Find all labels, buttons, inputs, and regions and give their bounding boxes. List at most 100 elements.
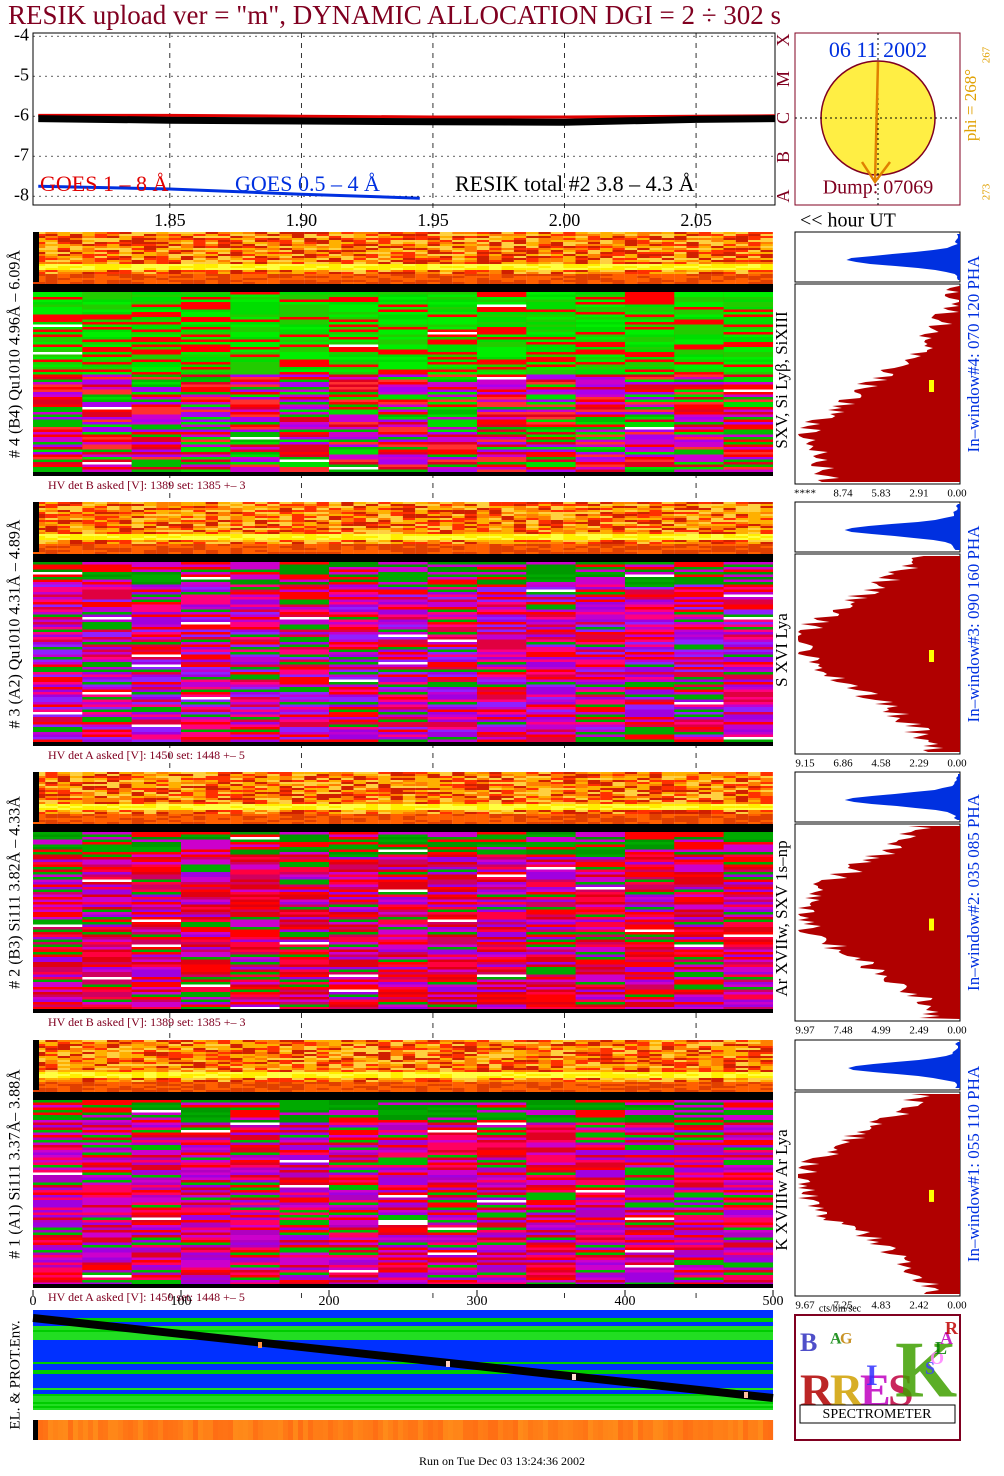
spectrum-cell xyxy=(180,347,231,350)
spectrum-cell xyxy=(304,506,317,508)
spectrum-cell xyxy=(328,422,379,425)
spectrum-cell xyxy=(279,387,330,390)
spectrum-cell xyxy=(760,530,773,532)
spectrum-cell xyxy=(230,544,243,546)
spectrum-cell xyxy=(513,250,527,252)
spectrum-cell xyxy=(427,342,478,345)
spectrum-cell xyxy=(464,266,477,268)
spectrum-cell xyxy=(723,334,774,338)
spectrum-cell xyxy=(131,250,145,252)
spectrum-cell xyxy=(230,679,280,683)
spectrum-cell xyxy=(279,629,330,633)
spectrum-cell xyxy=(328,712,379,715)
spectrum-cell xyxy=(464,258,477,260)
spectrum-cell xyxy=(205,532,219,534)
spectrum-cell xyxy=(452,548,465,550)
spectrum-cell xyxy=(415,514,428,516)
spectrum-cell xyxy=(106,264,120,266)
spectrum-cell xyxy=(378,304,428,308)
spectrum-cell xyxy=(587,538,601,540)
spectrum-cell xyxy=(365,538,379,540)
spectrum-cell xyxy=(674,504,687,506)
spectrum-cell xyxy=(427,719,478,723)
spectrum-cell xyxy=(476,359,527,363)
hist-tick-label: **** xyxy=(794,488,816,500)
spectrum-cell xyxy=(193,524,206,526)
spectrum-cell xyxy=(415,528,428,530)
spectrum-cell xyxy=(612,270,625,272)
spectrum-cell xyxy=(57,246,71,248)
spectrum-cell xyxy=(328,717,379,720)
spectrum-cell xyxy=(711,510,724,512)
spectrum-cell xyxy=(217,248,231,250)
spectrum-cell xyxy=(538,266,551,268)
spectrum-cell xyxy=(501,542,514,544)
spectrum-cell xyxy=(106,514,120,516)
spectrum-cell xyxy=(254,542,268,544)
spectrum-cell xyxy=(439,266,453,268)
spectrum-cell xyxy=(230,562,280,565)
spectrum-cell xyxy=(476,577,527,580)
spectrum-cell xyxy=(378,564,428,568)
spectrum-cell xyxy=(279,729,330,733)
spectrum-cell xyxy=(33,382,83,385)
spectrum-cell xyxy=(193,532,206,534)
spectrum-cell xyxy=(526,357,576,360)
spectrum-cell xyxy=(378,689,428,693)
spectrum-cell xyxy=(476,278,490,280)
spectrum-cell xyxy=(476,542,490,544)
spectrum-cell xyxy=(624,357,675,360)
spectrum-cell xyxy=(82,389,132,393)
spectrum-cell xyxy=(230,692,280,695)
spectrum-cell xyxy=(476,444,527,448)
spectrum-cell xyxy=(45,542,58,544)
spectrum-cell xyxy=(33,582,83,585)
spectrum-cell xyxy=(279,240,292,242)
spectrum-cell xyxy=(415,504,428,506)
spectrum-cell xyxy=(131,614,182,618)
spectrum-cell xyxy=(476,417,527,420)
spectrum-cell xyxy=(624,246,638,248)
spectrum-cell xyxy=(230,382,280,385)
spectrum-cell xyxy=(415,280,428,282)
spectrum-cell xyxy=(341,518,354,520)
spectrum-cell xyxy=(156,544,169,546)
spectrum-cell xyxy=(723,417,774,420)
spectrum-cell xyxy=(131,734,182,738)
spectrum-cell xyxy=(316,544,329,546)
spectrum-cell xyxy=(723,270,736,272)
spectrum-cell xyxy=(119,536,132,538)
spectrum-cell xyxy=(378,329,428,333)
spectrum-cell xyxy=(131,258,145,260)
spectrum-cell xyxy=(291,518,305,520)
spectrum-cell xyxy=(341,502,354,504)
spectrum-cell xyxy=(674,392,724,395)
spectrum-cell xyxy=(242,522,256,524)
spectrum-cell xyxy=(316,274,329,276)
spectrum-cell xyxy=(119,262,132,264)
spectrum-cell xyxy=(328,609,379,613)
spectrum-cell xyxy=(748,280,761,282)
spectrum-cell xyxy=(267,266,280,268)
spectrum-cell xyxy=(538,532,551,534)
spectrum-cell xyxy=(205,536,219,538)
spectrum-cell xyxy=(452,542,465,544)
spectrum-cell xyxy=(82,337,132,340)
spectrum-cell xyxy=(612,524,625,526)
spectrum-cell xyxy=(341,536,354,538)
spectrum-cell xyxy=(33,734,83,738)
spectrum-cell xyxy=(637,244,650,246)
spectrum-cell xyxy=(180,647,231,650)
spectrum-cell xyxy=(279,432,330,435)
spectrum-cell xyxy=(378,312,428,315)
spectrum-cell xyxy=(686,536,699,538)
spectrum-cell xyxy=(33,709,83,713)
spectrum-cell xyxy=(33,649,83,653)
spectrum-cell xyxy=(82,634,132,638)
spectrum-cell xyxy=(575,409,626,413)
spectrum-cell xyxy=(33,594,83,598)
spectrum-cell xyxy=(661,242,675,244)
spectrum-cell xyxy=(57,544,71,546)
spectrum-cell xyxy=(476,332,527,335)
spectrum-cell xyxy=(402,506,416,508)
